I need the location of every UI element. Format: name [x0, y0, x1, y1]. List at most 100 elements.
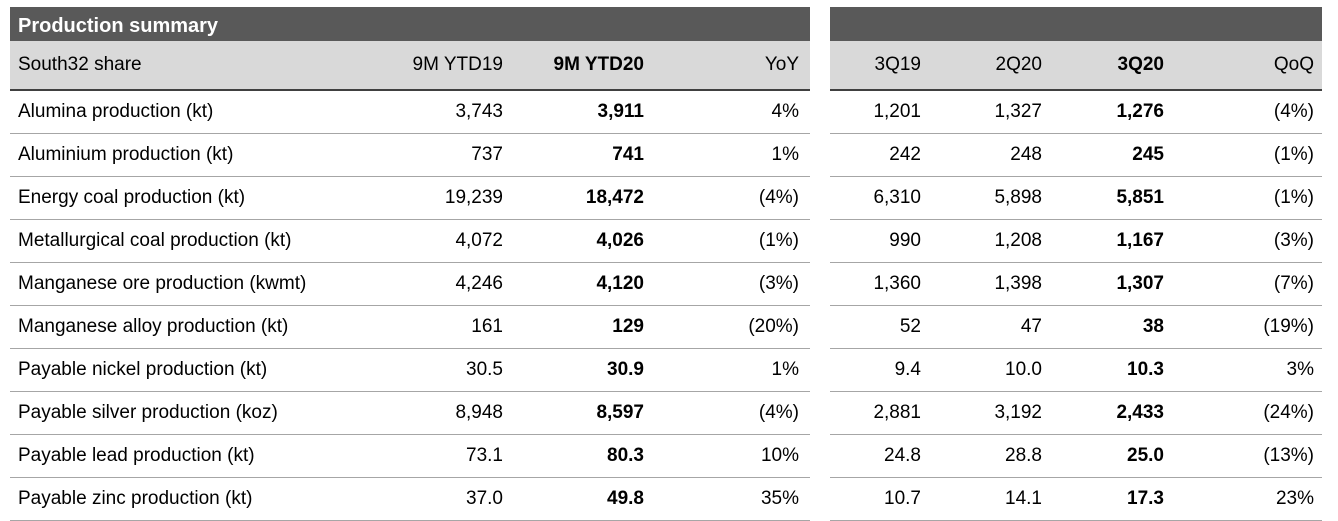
cell-yoy: 1% — [771, 359, 799, 380]
row-label: Manganese alloy production (kt) — [18, 316, 289, 337]
cell-qoq: (19%) — [1263, 316, 1314, 337]
row-label: Aluminium production (kt) — [18, 144, 234, 165]
title-bar-right — [830, 7, 1322, 41]
cell-yoy: (1%) — [758, 230, 799, 251]
cell-qoq: 3% — [1286, 359, 1314, 380]
cell-yoy: 10% — [760, 445, 799, 466]
table-row: 2,881 3,192 2,433 (24%) — [830, 392, 1322, 435]
cell-qoq: (7%) — [1273, 273, 1314, 294]
row-label: Metallurgical coal production (kt) — [18, 230, 292, 251]
cell-3q20: 1,167 — [1116, 230, 1164, 251]
cell-9m-ytd20: 4,026 — [596, 230, 644, 251]
cell-9m-ytd20: 80.3 — [607, 445, 644, 466]
cell-2q20: 5,898 — [994, 187, 1042, 208]
cell-9m-ytd19: 8,948 — [455, 402, 503, 423]
row-label: Energy coal production (kt) — [18, 187, 246, 208]
cell-3q20: 17.3 — [1127, 488, 1164, 509]
row-label: Payable zinc production (kt) — [18, 488, 253, 509]
cell-3q20: 1,276 — [1116, 101, 1164, 122]
table-row: Energy coal production (kt) 19,239 18,472 (… — [10, 177, 810, 220]
column-header-9m-ytd19: 9M YTD19 — [412, 54, 503, 75]
table-row: 9.4 10.0 10.3 3% — [830, 349, 1322, 392]
cell-9m-ytd20: 4,120 — [596, 273, 644, 294]
left-table-body: Alumina production (kt) 3,743 3,911 4% Alumi… — [10, 91, 810, 521]
cell-qoq: 23% — [1275, 488, 1314, 509]
table-row: 1,360 1,398 1,307 (7%) — [830, 263, 1322, 306]
column-header-yoy: YoY — [764, 54, 799, 75]
cell-3q19: 242 — [889, 144, 921, 165]
cell-2q20: 1,208 — [994, 230, 1042, 251]
cell-3q19: 10.7 — [884, 488, 921, 509]
cell-9m-ytd19: 3,743 — [455, 101, 503, 122]
annual-comparison-table: Production summary South32 share 9M YTD1… — [10, 7, 810, 521]
right-table-body: 1,201 1,327 1,276 (4%) 242 248 245 (1%) 6,310 5,8… — [830, 91, 1322, 521]
column-header-3q19: 3Q19 — [874, 54, 921, 75]
right-header-row: 3Q19 2Q20 3Q20 QoQ — [830, 41, 1322, 91]
cell-yoy: 35% — [760, 488, 799, 509]
cell-9m-ytd20: 18,472 — [585, 187, 644, 208]
cell-3q20: 25.0 — [1127, 445, 1164, 466]
cell-9m-ytd20: 129 — [612, 316, 644, 337]
table-row: 52 47 38 (19%) — [830, 306, 1322, 349]
table-row: Payable lead production (kt) 73.1 80.3 10% — [10, 435, 810, 478]
cell-9m-ytd19: 30.5 — [466, 359, 503, 380]
left-header-row: South32 share 9M YTD19 9M YTD20 YoY — [10, 41, 810, 91]
cell-9m-ytd19: 4,072 — [455, 230, 503, 251]
table-row: 6,310 5,898 5,851 (1%) — [830, 177, 1322, 220]
table-row: Manganese alloy production (kt) 161 129 (20… — [10, 306, 810, 349]
table-row: Alumina production (kt) 3,743 3,911 4% — [10, 91, 810, 134]
cell-3q20: 5,851 — [1116, 187, 1164, 208]
cell-9m-ytd19: 737 — [471, 144, 503, 165]
column-header-qoq: QoQ — [1273, 54, 1314, 75]
cell-qoq: (24%) — [1263, 402, 1314, 423]
cell-9m-ytd20: 8,597 — [596, 402, 644, 423]
cell-qoq: (3%) — [1273, 230, 1314, 251]
column-header-label: South32 share — [18, 54, 142, 75]
cell-2q20: 248 — [1010, 144, 1042, 165]
cell-qoq: (1%) — [1273, 144, 1314, 165]
cell-yoy: (4%) — [758, 402, 799, 423]
cell-yoy: 4% — [771, 101, 799, 122]
cell-qoq: (1%) — [1273, 187, 1314, 208]
row-label: Payable silver production (koz) — [18, 402, 278, 423]
cell-2q20: 1,398 — [994, 273, 1042, 294]
table-row: 10.7 14.1 17.3 23% — [830, 478, 1322, 521]
cell-yoy: (3%) — [758, 273, 799, 294]
cell-3q20: 1,307 — [1116, 273, 1164, 294]
cell-2q20: 3,192 — [994, 402, 1042, 423]
table-row: Payable silver production (koz) 8,948 8,59… — [10, 392, 810, 435]
cell-yoy: (20%) — [748, 316, 799, 337]
cell-3q19: 1,360 — [873, 273, 921, 294]
cell-yoy: (4%) — [758, 187, 799, 208]
cell-3q20: 38 — [1142, 316, 1164, 337]
table-title: Production summary — [10, 7, 810, 41]
cell-3q19: 1,201 — [873, 101, 921, 122]
cell-3q20: 2,433 — [1116, 402, 1164, 423]
row-label: Payable nickel production (kt) — [18, 359, 268, 380]
cell-9m-ytd20: 49.8 — [607, 488, 644, 509]
quarterly-comparison-table: 3Q19 2Q20 3Q20 QoQ 1,201 1,327 1,276 (4%) 24… — [830, 7, 1322, 521]
column-header-2q20: 2Q20 — [995, 54, 1042, 75]
table-row: Metallurgical coal production (kt) 4,072 4… — [10, 220, 810, 263]
table-row: 242 248 245 (1%) — [830, 134, 1322, 177]
cell-3q19: 9.4 — [894, 359, 921, 380]
cell-9m-ytd20: 30.9 — [607, 359, 644, 380]
table-row: Payable nickel production (kt) 30.5 30.9 1% — [10, 349, 810, 392]
cell-3q19: 6,310 — [873, 187, 921, 208]
cell-yoy: 1% — [771, 144, 799, 165]
table-row: 24.8 28.8 25.0 (13%) — [830, 435, 1322, 478]
table-row: 990 1,208 1,167 (3%) — [830, 220, 1322, 263]
cell-9m-ytd19: 19,239 — [444, 187, 503, 208]
cell-3q20: 10.3 — [1127, 359, 1164, 380]
table-row: Payable zinc production (kt) 37.0 49.8 35% — [10, 478, 810, 521]
cell-9m-ytd19: 37.0 — [466, 488, 503, 509]
cell-3q19: 990 — [889, 230, 921, 251]
cell-2q20: 47 — [1020, 316, 1042, 337]
cell-9m-ytd19: 4,246 — [455, 273, 503, 294]
row-label: Manganese ore production (kwmt) — [18, 273, 307, 294]
cell-9m-ytd20: 741 — [612, 144, 644, 165]
table-row: Aluminium production (kt) 737 741 1% — [10, 134, 810, 177]
cell-2q20: 14.1 — [1005, 488, 1042, 509]
cell-qoq: (4%) — [1273, 101, 1314, 122]
table-row: Manganese ore production (kwmt) 4,246 4,12… — [10, 263, 810, 306]
